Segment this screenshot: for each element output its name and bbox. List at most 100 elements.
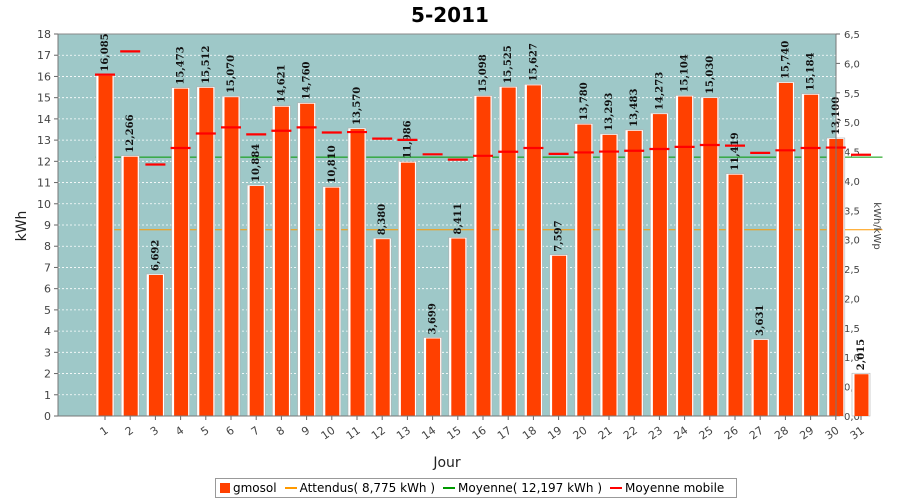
y-tick-label: 14 — [37, 113, 51, 126]
x-tick-label: 2 — [123, 424, 136, 439]
y-tick-label: 18 — [37, 28, 51, 41]
y-tick-label: 5 — [44, 304, 51, 317]
y-right-tick-label: 3,5 — [844, 206, 860, 217]
y-right-tick-label: 4,0 — [844, 177, 860, 188]
legend-swatch-gmosol — [220, 483, 230, 493]
bar — [627, 130, 642, 416]
x-tick-label: 6 — [224, 424, 237, 439]
y-tick-label: 2 — [44, 368, 51, 381]
x-tick-label: 23 — [646, 424, 665, 443]
y-right-tick-label: 5,0 — [844, 118, 860, 129]
legend-label-moyenne: Moyenne( 12,197 kWh ) — [458, 481, 603, 495]
bar — [602, 134, 617, 416]
chart-title: 5-2011 — [411, 3, 489, 27]
x-tick-label: 19 — [545, 424, 564, 443]
x-axis-label: Jour — [432, 455, 461, 471]
bar-value-label: 10,810 — [327, 145, 338, 183]
y-tick-label: 17 — [37, 49, 51, 62]
y-tick-label: 10 — [37, 198, 51, 211]
legend-swatch-attendus — [284, 487, 297, 489]
bar — [400, 162, 415, 416]
x-tick-label: 14 — [419, 424, 438, 443]
x-tick-label: 22 — [621, 424, 640, 443]
y-right-tick-label: 2,0 — [844, 294, 860, 305]
bar-value-label: 15,070 — [226, 55, 237, 93]
bar-value-label: 15,104 — [680, 54, 691, 92]
legend-label-attendus: Attendus( 8,775 kWh ) — [299, 481, 436, 495]
bar — [804, 94, 819, 416]
y-tick-label: 13 — [37, 134, 51, 147]
y-tick-label: 8 — [44, 240, 51, 253]
bar-value-label: 15,473 — [176, 46, 187, 84]
bar-value-label: 3,631 — [755, 305, 766, 336]
y-tick-label: 6 — [44, 283, 51, 296]
bar — [854, 374, 869, 416]
y-tick-label: 12 — [37, 155, 51, 168]
legend-swatch-moyenne — [443, 487, 456, 489]
bar-value-label: 13,570 — [352, 87, 363, 125]
plot-area: 01234567891011121314151617180,00,51,01,5… — [37, 28, 883, 442]
bar-value-label: 11,419 — [730, 132, 741, 170]
y-right-tick-label: 4,5 — [844, 148, 860, 159]
y-tick-label: 9 — [44, 219, 51, 232]
bar — [199, 87, 214, 416]
x-tick-label: 7 — [249, 424, 262, 439]
x-tick-label: 13 — [394, 424, 413, 443]
bar-value-label: 12,266 — [125, 114, 136, 152]
bar-value-label: 8,411 — [453, 203, 464, 234]
bar-value-label: 15,098 — [478, 54, 489, 92]
x-tick-label: 21 — [596, 424, 615, 443]
bar — [703, 98, 718, 416]
bar — [325, 187, 340, 416]
x-tick-label: 11 — [344, 424, 363, 443]
legend-item-attendus: Attendus( 8,775 kWh ) — [284, 481, 436, 495]
bar — [426, 338, 441, 416]
bar — [224, 97, 239, 416]
x-tick-label: 15 — [445, 424, 464, 443]
x-tick-label: 9 — [299, 424, 312, 439]
bar-value-label: 6,692 — [150, 240, 161, 271]
x-tick-label: 18 — [520, 424, 539, 443]
bar-value-label: 3,699 — [428, 303, 439, 334]
legend-swatch-moyenne-mobile — [610, 487, 623, 489]
x-tick-label: 20 — [571, 424, 590, 443]
bar — [577, 124, 592, 417]
x-tick-label: 24 — [671, 424, 690, 443]
y-tick-label: 4 — [44, 325, 51, 338]
bar-value-label: 15,030 — [705, 56, 716, 94]
legend-label-gmosol: gmosol — [233, 481, 277, 495]
bar — [678, 96, 693, 416]
y-tick-label: 15 — [37, 92, 51, 105]
legend-item-moyenne-mobile: Moyenne mobile — [610, 481, 724, 495]
legend-item-gmosol: gmosol — [220, 481, 277, 495]
bar-value-label: 13,293 — [604, 93, 615, 131]
x-tick-label: 16 — [470, 424, 489, 443]
legend-item-moyenne: Moyenne( 12,197 kWh ) — [443, 481, 602, 495]
y-tick-label: 7 — [44, 261, 51, 274]
bar — [148, 274, 163, 416]
x-tick-label: 26 — [722, 424, 741, 443]
x-tick-label: 27 — [747, 424, 766, 443]
bar-value-label: 15,525 — [503, 45, 514, 83]
y-right-tick-label: 3,0 — [844, 236, 860, 247]
x-tick-label: 28 — [772, 424, 791, 443]
bar — [174, 88, 189, 417]
y-right-tick-label: 6,5 — [844, 30, 860, 41]
bar — [375, 239, 390, 416]
bar-value-label: 16,085 — [100, 33, 111, 71]
y-right-tick-label: 0,0 — [844, 412, 860, 423]
y-right-tick-label: 2,5 — [844, 265, 860, 276]
bar-value-label: 15,627 — [528, 43, 539, 81]
y-tick-label: 16 — [37, 70, 51, 83]
legend-label-moyenne-mobile: Moyenne mobile — [625, 481, 725, 495]
bar-value-label: 7,597 — [554, 220, 565, 251]
y-right-tick-label: 1,0 — [844, 353, 860, 364]
x-tick-label: 12 — [369, 424, 388, 443]
bar — [728, 174, 743, 416]
bar — [476, 96, 491, 417]
bar-value-label: 14,760 — [302, 61, 313, 99]
y-tick-label: 11 — [37, 177, 51, 190]
x-tick-label: 29 — [797, 424, 816, 443]
y-right-axis-label: kWh/kWp — [871, 202, 882, 249]
